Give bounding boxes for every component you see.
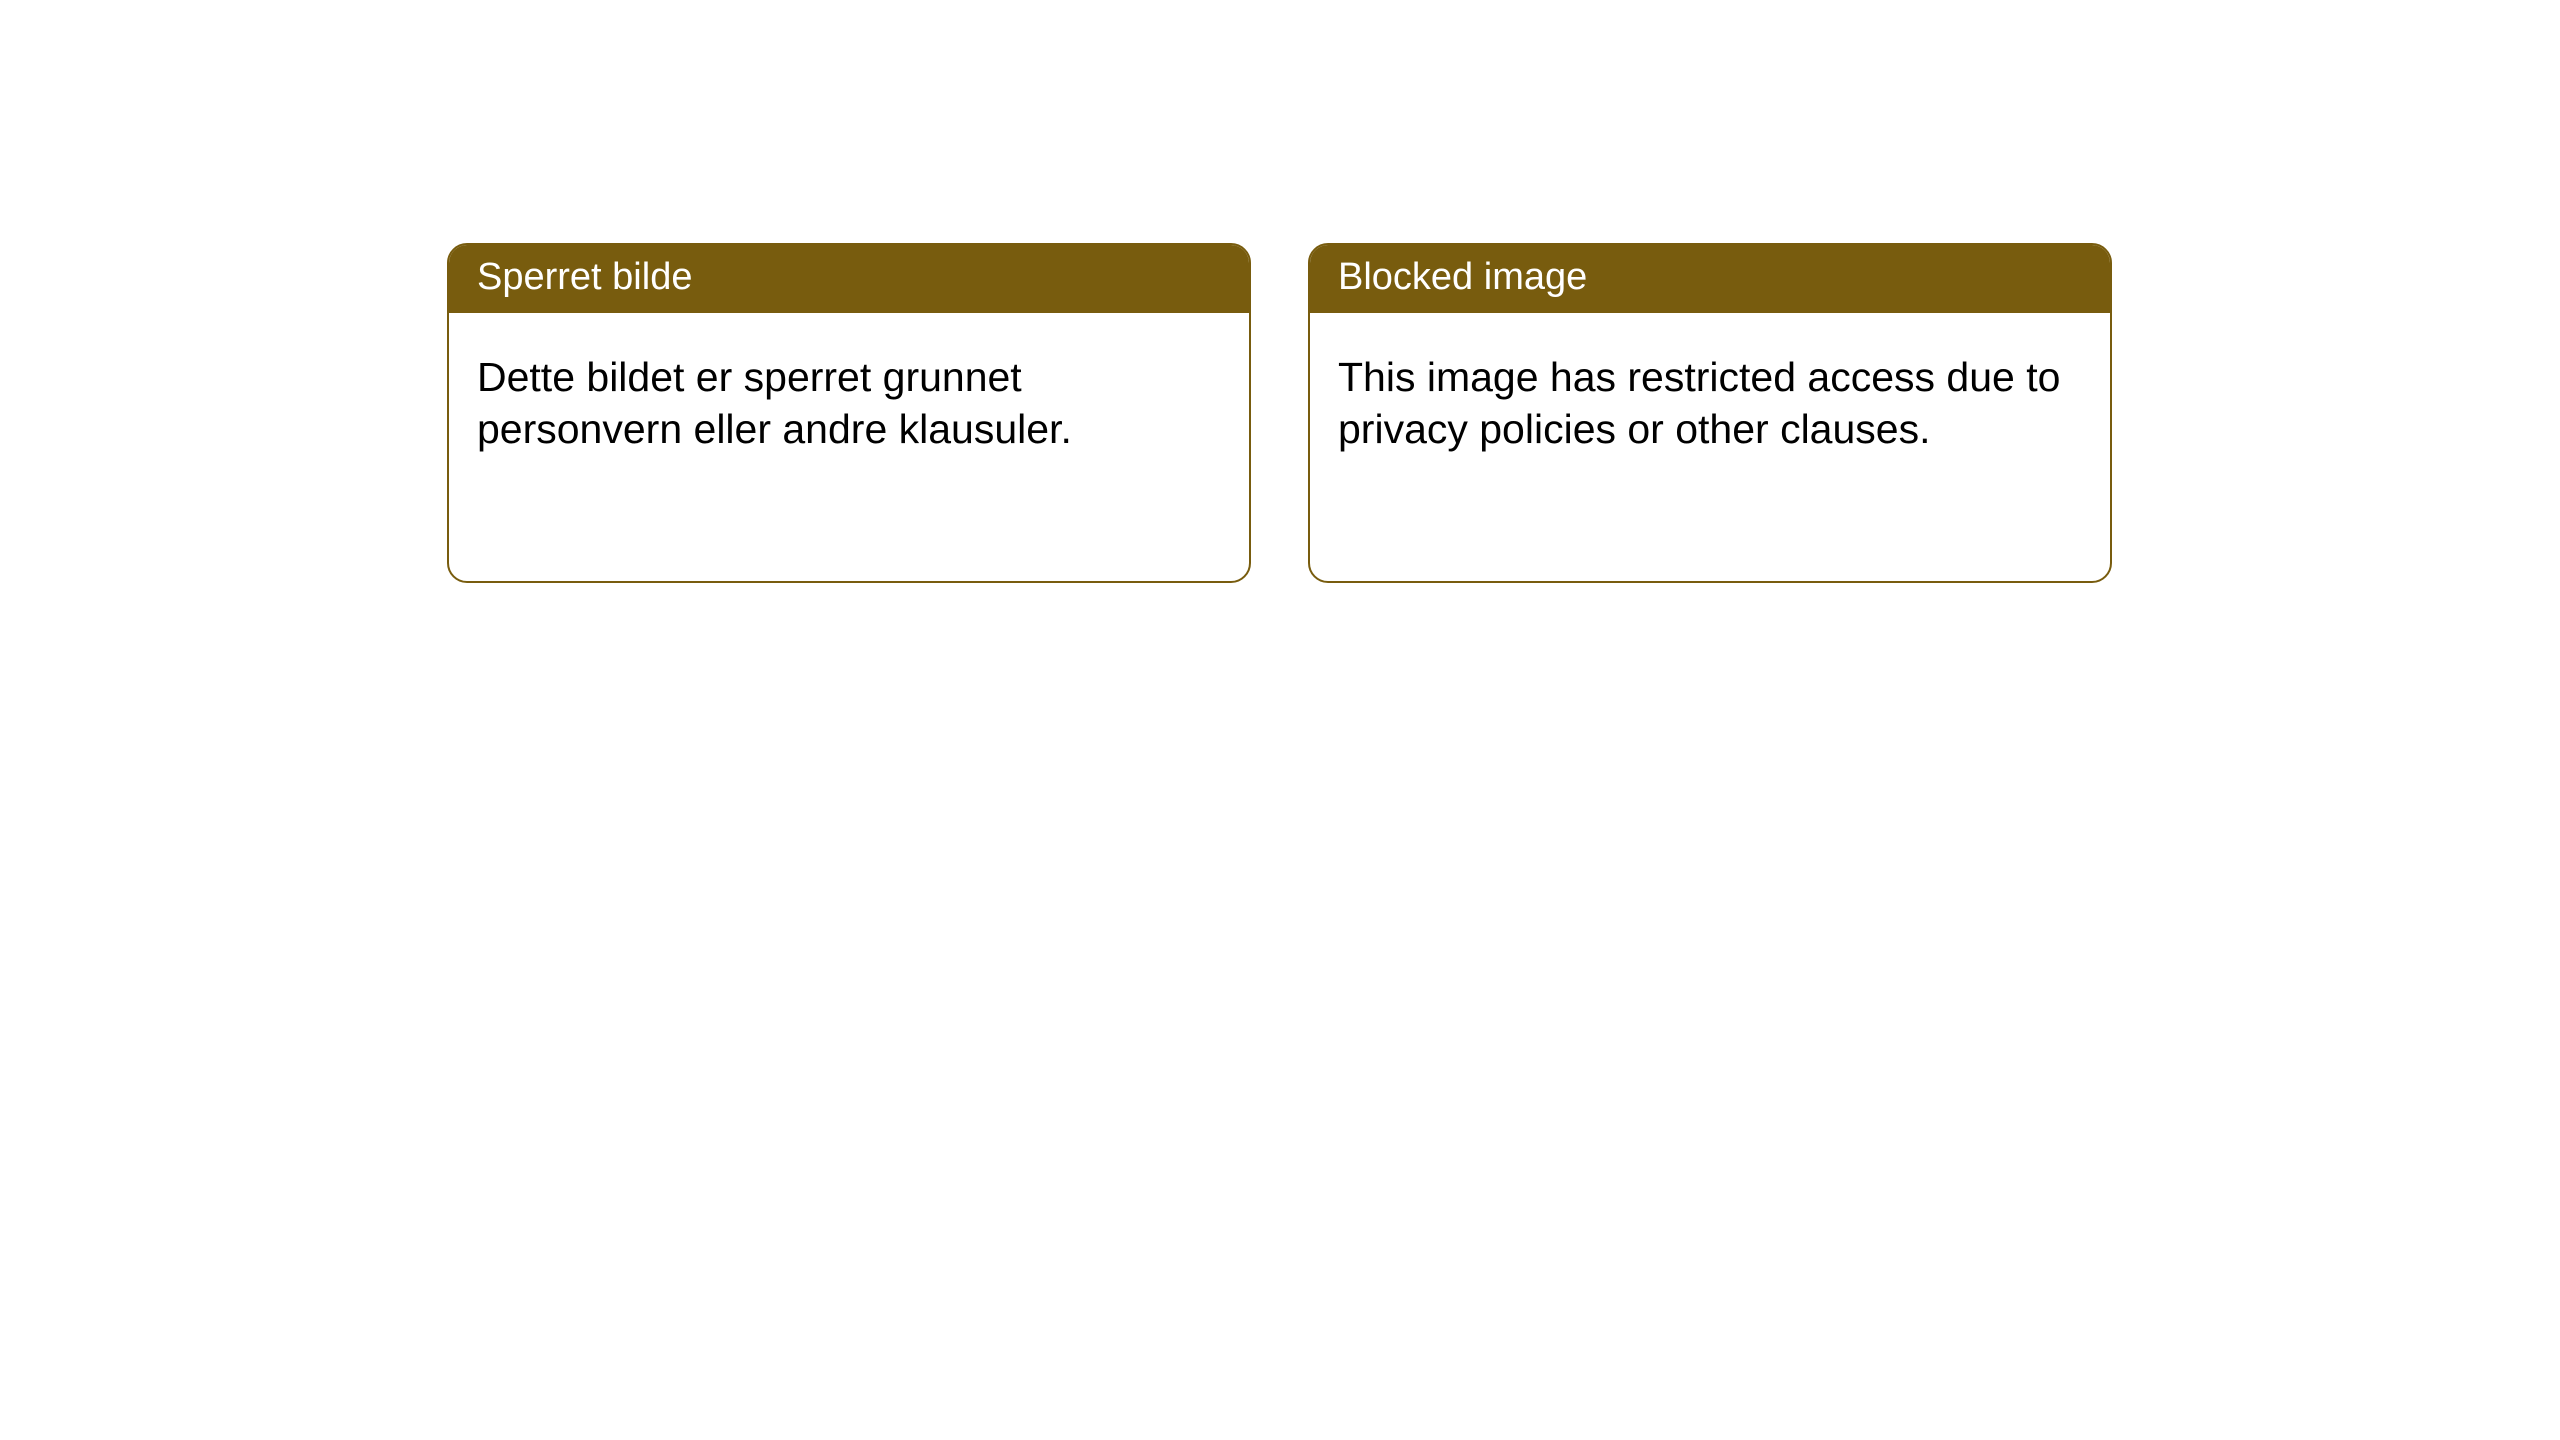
card-header-norwegian: Sperret bilde [449,245,1249,313]
card-title-norwegian: Sperret bilde [477,256,692,298]
card-text-english: This image has restricted access due to … [1338,354,2060,452]
card-header-english: Blocked image [1310,245,2110,313]
notice-container: Sperret bilde Dette bildet er sperret gr… [0,0,2560,583]
card-body-norwegian: Dette bildet er sperret grunnet personve… [449,313,1249,581]
card-title-english: Blocked image [1338,256,1587,298]
notice-card-english: Blocked image This image has restricted … [1308,243,2112,583]
card-text-norwegian: Dette bildet er sperret grunnet personve… [477,354,1072,452]
card-body-english: This image has restricted access due to … [1310,313,2110,581]
notice-card-norwegian: Sperret bilde Dette bildet er sperret gr… [447,243,1251,583]
